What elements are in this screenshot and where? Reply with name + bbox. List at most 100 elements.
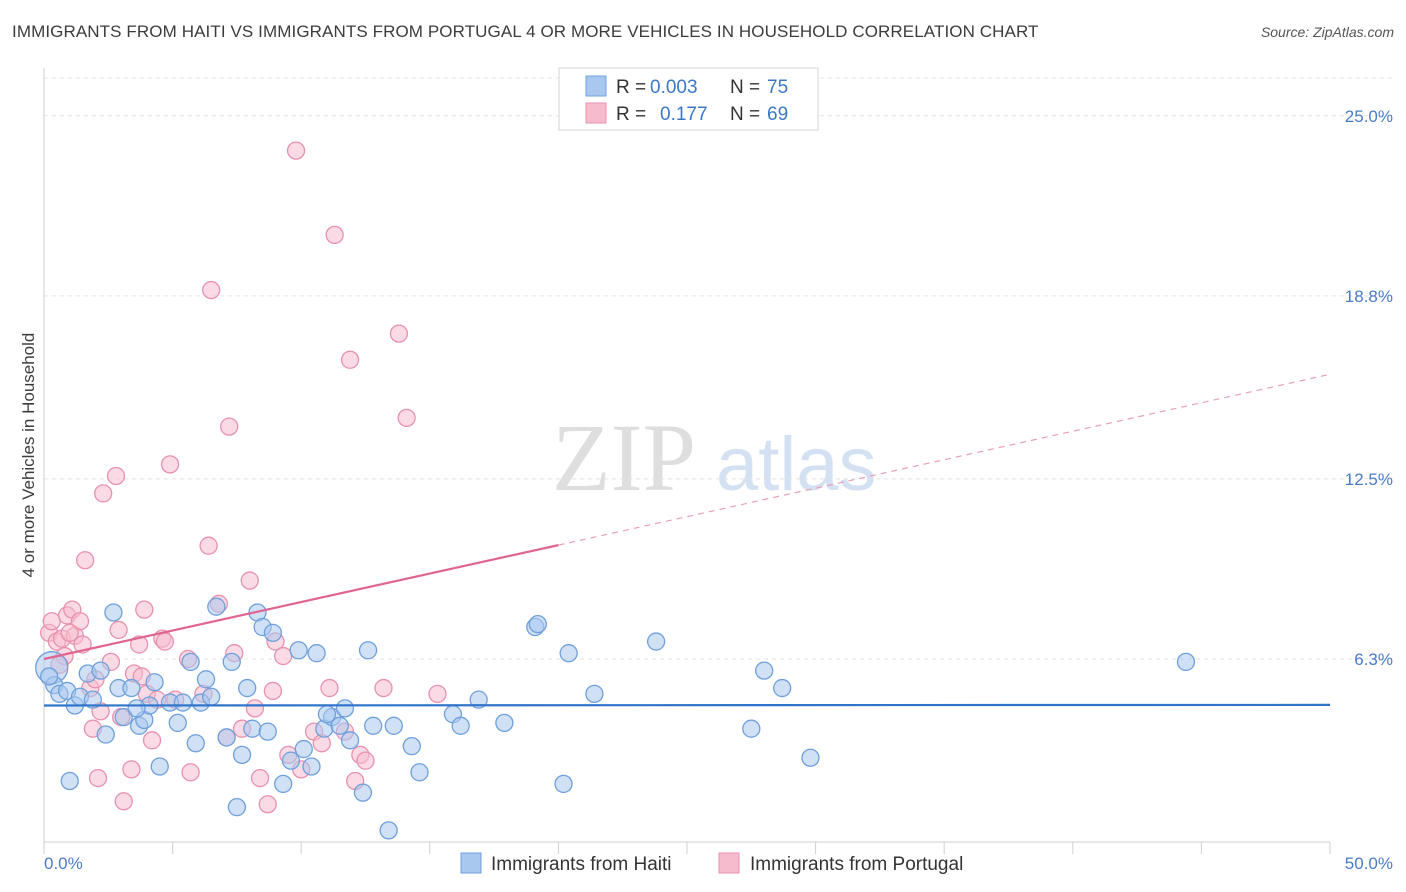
y-tick-label: 25.0%	[1345, 107, 1393, 126]
portugal-point	[374, 678, 393, 698]
portugal-point	[130, 635, 149, 654]
haiti-point	[384, 716, 403, 735]
haiti-point	[554, 774, 573, 794]
bottom-legend-haiti: Immigrants from Haiti	[491, 854, 672, 875]
haiti-point	[39, 667, 59, 686]
haiti-point	[243, 719, 262, 738]
portugal-point	[94, 484, 113, 503]
y-tick-label: 6.3%	[1354, 650, 1393, 669]
haiti-point	[168, 713, 187, 733]
haiti-point	[274, 774, 293, 794]
y-axis-label: 4 or more Vehicles in Household	[19, 333, 38, 578]
y-tick-label: 18.8%	[1345, 287, 1393, 306]
watermark-zip: ZIP	[552, 404, 696, 511]
legend-r-value-haiti: 0.003	[650, 77, 698, 98]
haiti-point	[281, 751, 301, 770]
portugal-point	[320, 678, 339, 698]
axes	[43, 68, 1331, 854]
haiti-point	[104, 603, 123, 622]
portugal-point	[220, 417, 239, 436]
portugal-point	[202, 280, 221, 300]
portugal-point	[286, 141, 306, 160]
haiti-point	[263, 623, 283, 642]
haiti-point	[353, 783, 373, 802]
y-tick-label: 12.5%	[1345, 470, 1393, 489]
portugal-point	[356, 751, 375, 770]
haiti-point	[469, 690, 488, 709]
portugal-point	[60, 623, 79, 642]
portugal-point	[340, 350, 360, 369]
haiti-trend-line	[43, 703, 1331, 707]
legend-n-value-haiti: 75	[767, 77, 788, 98]
haiti-point	[495, 713, 514, 733]
bottom-legend: Immigrants from Haiti Immigrants from Po…	[460, 852, 963, 875]
haiti-point	[410, 763, 429, 782]
legend-swatch-haiti	[585, 75, 607, 97]
haiti-point	[364, 716, 383, 735]
haiti-point	[1176, 652, 1196, 672]
portugal-point	[160, 455, 180, 474]
haiti-point	[91, 661, 110, 680]
legend-r-label-haiti: R =	[616, 77, 646, 98]
portugal-point	[274, 646, 293, 666]
bottom-legend-swatch-haiti	[460, 852, 482, 874]
haiti-point	[207, 597, 226, 616]
watermark-atlas: atlas	[716, 422, 877, 507]
haiti-point	[202, 687, 221, 706]
haiti-point	[289, 641, 308, 660]
portugal-point	[325, 225, 344, 245]
haiti-point	[122, 678, 141, 698]
portugal-point	[88, 768, 108, 788]
portugal-point	[245, 699, 265, 718]
haiti-point	[801, 748, 820, 767]
haiti-point	[559, 644, 578, 663]
haiti-point	[317, 705, 337, 724]
legend-n-label-haiti: N =	[730, 77, 760, 98]
portugal-point	[250, 768, 270, 788]
legend: R = 0.003 N = 75 R = 0.177 N = 69	[558, 67, 819, 131]
haiti-point	[307, 644, 326, 663]
portugal-point	[142, 731, 162, 750]
portugal-point	[240, 571, 259, 590]
legend-r-label-portugal: R =	[616, 104, 646, 125]
legend-n-label-portugal: N =	[730, 104, 760, 125]
portugal-point	[428, 684, 447, 703]
haiti-point	[150, 757, 169, 776]
haiti-point	[196, 670, 216, 689]
haiti-point	[451, 716, 470, 735]
haiti-point	[340, 731, 360, 750]
haiti-point	[222, 652, 241, 672]
portugal-point	[263, 681, 283, 701]
haiti-point	[755, 661, 774, 680]
haiti-point	[528, 614, 547, 634]
haiti-point	[379, 821, 398, 840]
haiti-point	[294, 739, 313, 759]
portugal-point	[258, 795, 277, 814]
bottom-legend-portugal: Immigrants from Portugal	[750, 854, 963, 875]
portugal-point	[397, 408, 416, 428]
haiti-point	[585, 684, 604, 703]
haiti-point	[773, 678, 792, 698]
bottom-legend-swatch-portugal	[718, 852, 740, 874]
haiti-point	[358, 641, 378, 660]
haiti-point	[302, 757, 321, 776]
grid	[44, 77, 1395, 660]
haiti-point	[646, 632, 666, 651]
chart-title: IMMIGRANTS FROM HAITI VS IMMIGRANTS FROM…	[12, 22, 1039, 41]
haiti-point	[258, 722, 277, 741]
portugal-point	[76, 551, 95, 570]
portugal-point	[199, 536, 218, 555]
haiti-point	[335, 699, 355, 718]
haiti-point	[330, 716, 349, 735]
haiti-point	[83, 690, 103, 709]
source-label: Source: ZipAtlas.com	[1260, 24, 1394, 40]
haiti-point	[742, 719, 761, 738]
portugal-point	[122, 760, 141, 779]
portugal-point	[42, 612, 61, 631]
x-tick-min: 0.0%	[44, 854, 83, 873]
haiti-point	[127, 699, 146, 718]
legend-r-value-portugal: 0.177	[660, 104, 708, 125]
portugal-point	[109, 620, 128, 640]
haiti-point	[181, 652, 200, 672]
